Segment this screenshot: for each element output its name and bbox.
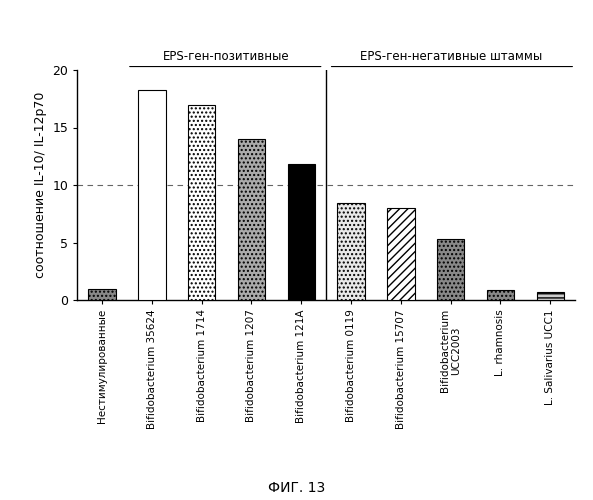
Y-axis label: соотношение IL-10/ IL-12p70: соотношение IL-10/ IL-12p70 — [34, 92, 47, 278]
Bar — [437, 239, 464, 300]
Bar — [387, 208, 415, 300]
Bar — [537, 292, 564, 300]
Bar — [487, 290, 514, 300]
Text: EPS-ген-позитивные: EPS-ген-позитивные — [163, 50, 290, 63]
Bar — [138, 90, 165, 300]
Bar — [188, 104, 215, 300]
Bar — [337, 204, 365, 300]
Text: ФИГ. 13: ФИГ. 13 — [268, 481, 325, 495]
Bar — [238, 139, 265, 300]
Text: EPS-ген-негативные штаммы: EPS-ген-негативные штаммы — [359, 50, 542, 63]
Bar — [288, 164, 315, 300]
Bar — [88, 288, 116, 300]
